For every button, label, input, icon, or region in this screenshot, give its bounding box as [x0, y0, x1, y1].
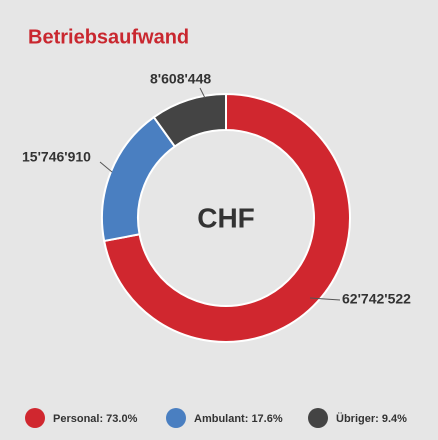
center-label: CHF — [197, 202, 255, 233]
leader-line — [199, 87, 206, 99]
leader-line — [309, 297, 341, 301]
value-label: 62'742'522 — [342, 291, 411, 307]
value-label: 8'608'448 — [150, 71, 211, 87]
leader-line — [99, 161, 113, 173]
legend-swatch — [25, 408, 45, 428]
legend-label: Übriger: 9.4% — [336, 412, 407, 425]
legend-label: Personal: 73.0% — [53, 413, 138, 425]
legend-label: Ambulant: 17.6% — [194, 413, 283, 425]
legend-swatch — [308, 408, 328, 428]
donut-segment — [152, 92, 227, 148]
value-label: 15'746'910 — [22, 149, 91, 165]
legend-swatch — [166, 408, 186, 428]
donut-segment — [102, 92, 351, 343]
chart-title: Betriebsaufwand — [28, 26, 189, 48]
